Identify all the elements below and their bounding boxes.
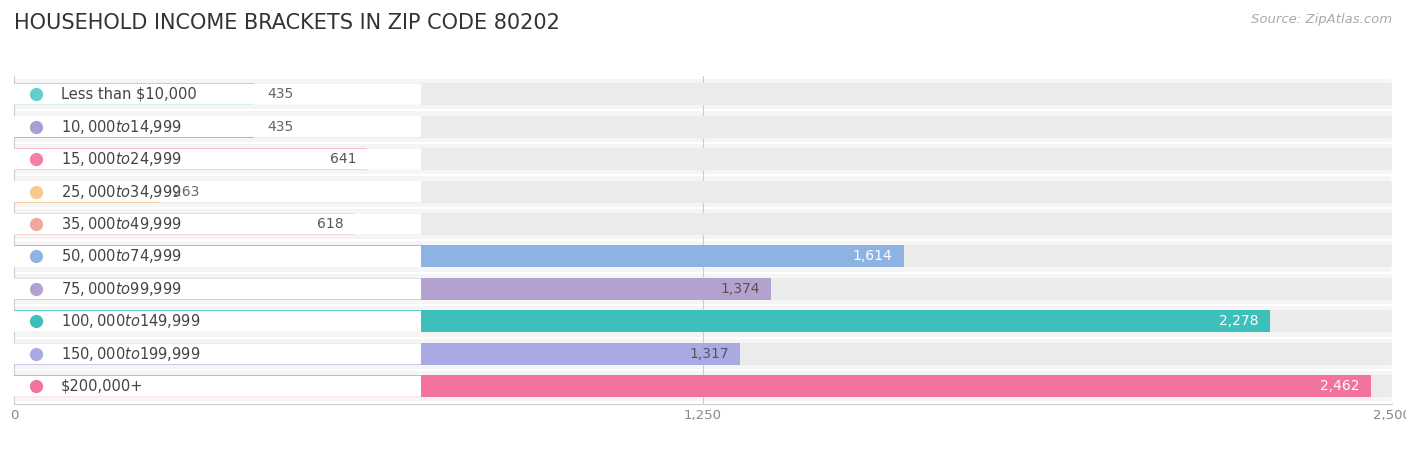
Text: 263: 263 xyxy=(173,185,200,198)
FancyBboxPatch shape xyxy=(14,182,420,201)
Text: $150,000 to $199,999: $150,000 to $199,999 xyxy=(60,345,200,363)
Bar xyxy=(14,343,740,365)
Text: 641: 641 xyxy=(330,152,356,166)
Bar xyxy=(14,246,904,268)
FancyBboxPatch shape xyxy=(14,117,420,136)
Bar xyxy=(14,273,1392,305)
Bar xyxy=(14,343,1392,365)
Bar xyxy=(14,375,1392,397)
Text: 435: 435 xyxy=(267,119,294,134)
Text: Source: ZipAtlas.com: Source: ZipAtlas.com xyxy=(1251,13,1392,26)
Text: HOUSEHOLD INCOME BRACKETS IN ZIP CODE 80202: HOUSEHOLD INCOME BRACKETS IN ZIP CODE 80… xyxy=(14,13,560,34)
Bar xyxy=(14,180,1392,202)
Text: $25,000 to $34,999: $25,000 to $34,999 xyxy=(60,183,181,201)
FancyBboxPatch shape xyxy=(14,247,420,266)
Bar xyxy=(14,115,254,138)
FancyBboxPatch shape xyxy=(14,344,420,363)
FancyBboxPatch shape xyxy=(14,279,420,299)
Bar xyxy=(14,148,1392,170)
Text: 2,462: 2,462 xyxy=(1320,379,1360,393)
FancyBboxPatch shape xyxy=(14,85,420,104)
Bar xyxy=(14,305,1392,338)
Text: 2,278: 2,278 xyxy=(1219,314,1258,328)
FancyBboxPatch shape xyxy=(14,312,420,331)
Bar xyxy=(14,370,1392,402)
Bar xyxy=(14,143,1392,175)
Bar xyxy=(14,338,1392,370)
Text: 1,614: 1,614 xyxy=(853,250,893,264)
Text: $50,000 to $74,999: $50,000 to $74,999 xyxy=(60,247,181,265)
Text: $10,000 to $14,999: $10,000 to $14,999 xyxy=(60,118,181,136)
Bar xyxy=(14,213,1392,235)
Text: $15,000 to $24,999: $15,000 to $24,999 xyxy=(60,150,181,168)
Text: $35,000 to $49,999: $35,000 to $49,999 xyxy=(60,215,181,233)
Text: $100,000 to $149,999: $100,000 to $149,999 xyxy=(60,313,200,330)
Bar xyxy=(14,246,1392,268)
Bar xyxy=(14,115,1392,138)
Bar xyxy=(14,83,254,105)
Bar xyxy=(14,310,1392,332)
Bar xyxy=(14,213,354,235)
Bar xyxy=(14,310,1270,332)
Bar xyxy=(14,208,1392,240)
Text: $75,000 to $99,999: $75,000 to $99,999 xyxy=(60,280,181,298)
Text: 1,317: 1,317 xyxy=(689,347,728,361)
Bar xyxy=(14,278,772,300)
Bar xyxy=(14,110,1392,143)
Text: Less than $10,000: Less than $10,000 xyxy=(60,87,197,101)
Text: 1,374: 1,374 xyxy=(721,282,761,296)
Bar xyxy=(14,375,1371,397)
Bar xyxy=(14,180,159,202)
Bar xyxy=(14,240,1392,273)
Bar xyxy=(14,83,1392,105)
FancyBboxPatch shape xyxy=(14,377,420,396)
Bar xyxy=(14,148,367,170)
Text: 435: 435 xyxy=(267,87,294,101)
Text: 618: 618 xyxy=(316,217,343,231)
FancyBboxPatch shape xyxy=(14,150,420,169)
Bar xyxy=(14,175,1392,208)
FancyBboxPatch shape xyxy=(14,215,420,233)
Text: $200,000+: $200,000+ xyxy=(60,379,143,394)
Bar xyxy=(14,278,1392,300)
Bar xyxy=(14,78,1392,110)
